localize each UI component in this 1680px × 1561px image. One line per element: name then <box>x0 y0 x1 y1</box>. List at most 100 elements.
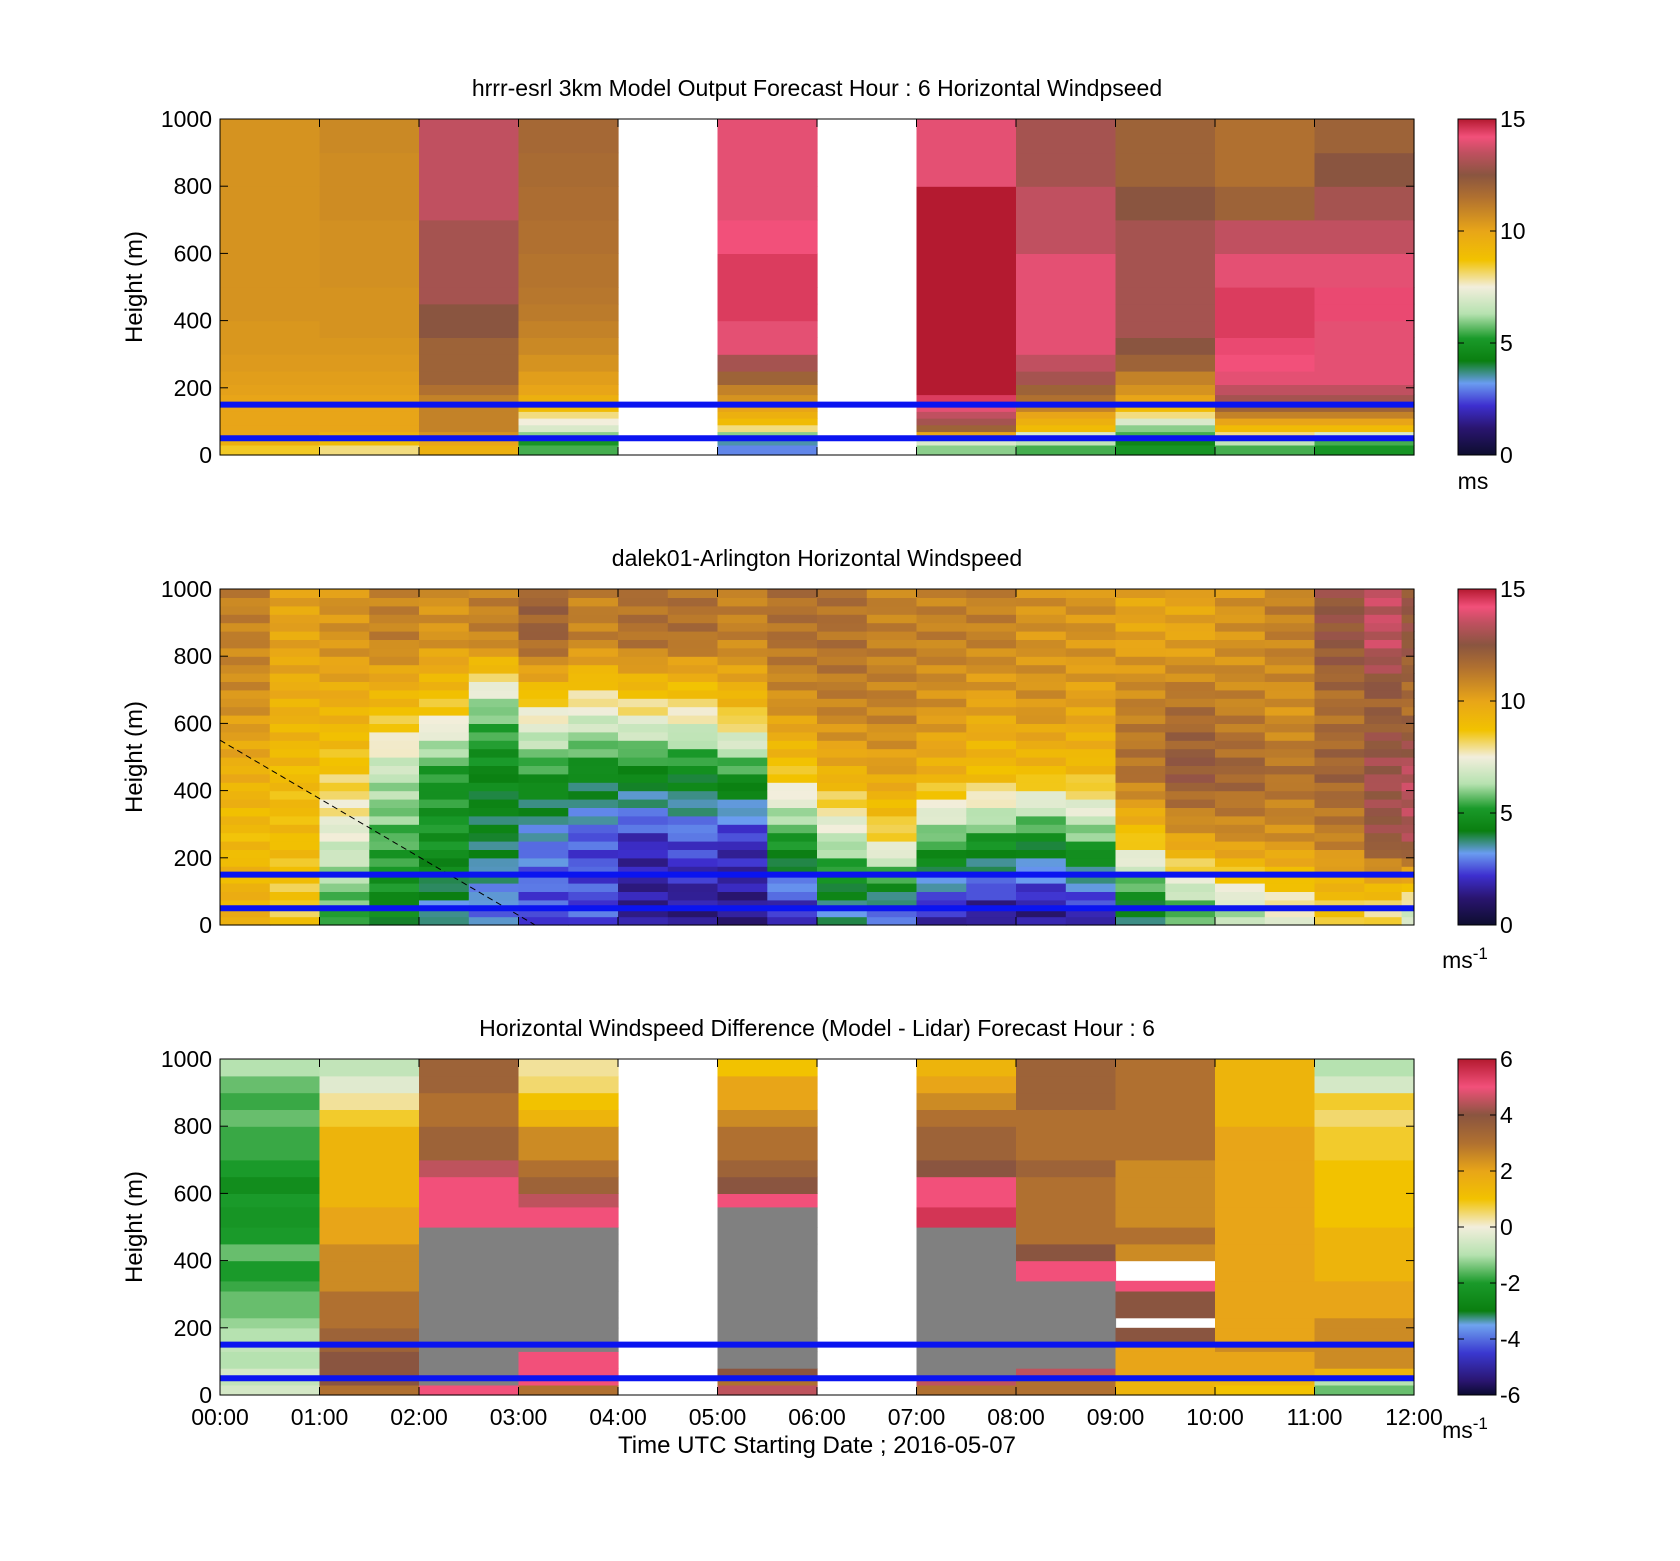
heatmap-cell <box>717 807 768 817</box>
heatmap-cell <box>1314 303 1415 322</box>
heatmap-cell <box>220 411 321 419</box>
heatmap-cell <box>220 757 271 766</box>
heatmap-cell <box>866 782 918 792</box>
heatmap-cell <box>518 799 569 808</box>
heatmap-cell <box>717 394 818 406</box>
heatmap-cell <box>220 424 321 433</box>
heatmap-cell <box>1016 799 1067 808</box>
heatmap-cell <box>1364 908 1403 918</box>
heatmap-cell <box>319 371 420 385</box>
colorbar-tick-label: -4 <box>1500 1326 1521 1352</box>
heatmap-cell <box>568 589 619 598</box>
panel-1-heatmap-cells <box>220 119 1415 456</box>
heatmap-cell <box>568 715 619 724</box>
heatmap-cell <box>269 773 321 783</box>
heatmap-cell <box>1215 857 1266 867</box>
heatmap-cell <box>618 647 669 657</box>
heatmap-cell <box>618 681 669 691</box>
heatmap-cell <box>518 782 569 792</box>
colorbar-tick-label: -6 <box>1500 1382 1520 1408</box>
heatmap-cell <box>419 731 470 741</box>
heatmap-cell <box>916 1368 1017 1379</box>
heatmap-cell <box>518 431 619 439</box>
heatmap-cell <box>1065 698 1117 708</box>
heatmap-cell <box>468 673 520 682</box>
heatmap-cell <box>1215 1317 1316 1329</box>
heatmap-cell <box>667 740 719 750</box>
heatmap-cell <box>767 656 818 666</box>
heatmap-cell <box>1115 841 1166 850</box>
heatmap-cell <box>618 891 669 901</box>
heatmap-cell <box>916 1126 1017 1161</box>
heatmap-cell <box>518 1075 619 1094</box>
heatmap-cell <box>1215 354 1316 372</box>
heatmap-cell <box>319 1327 420 1346</box>
heatmap-cell <box>717 1351 818 1369</box>
heatmap-cell <box>1264 908 1316 918</box>
heatmap-cell <box>419 384 520 396</box>
heatmap-cell <box>717 614 768 624</box>
heatmap-cell <box>1165 656 1216 666</box>
heatmap-cell <box>220 1260 321 1282</box>
heatmap-cell <box>618 622 669 632</box>
colorbar-tick-label: 2 <box>1500 1158 1513 1184</box>
heatmap-cell <box>916 723 967 733</box>
heatmap-cell <box>518 622 569 632</box>
heatmap-cell <box>1115 832 1166 842</box>
heatmap-cell <box>1314 354 1415 372</box>
heatmap-cell <box>866 799 918 808</box>
heatmap-cell <box>966 656 1017 666</box>
heatmap-cell <box>966 790 1017 800</box>
heatmap-cell <box>1016 849 1067 859</box>
heatmap-cell <box>866 857 918 867</box>
heatmap-cell <box>319 119 420 154</box>
heatmap-cell <box>916 883 967 892</box>
heatmap-cell <box>1364 841 1403 850</box>
heatmap-cell <box>419 1290 520 1319</box>
heatmap-cell <box>518 664 569 674</box>
heatmap-cell <box>667 647 719 657</box>
heatmap-cell <box>220 1075 321 1094</box>
panel-lidar: dalek01-Arlington Horizontal Windspeed 0… <box>121 545 1526 973</box>
heatmap-cell <box>369 782 420 792</box>
heatmap-cell <box>1314 1260 1415 1282</box>
heatmap-cell <box>866 605 918 615</box>
x-tick-label: 00:00 <box>191 1404 249 1430</box>
heatmap-cell <box>518 706 569 716</box>
heatmap-cell <box>269 673 321 682</box>
panel-3-y-ticks: 0 200 400 600 800 1000 <box>161 1046 1414 1408</box>
heatmap-cell <box>568 832 619 842</box>
heatmap-cell <box>419 673 470 682</box>
heatmap-cell <box>1215 1368 1316 1379</box>
heatmap-cell <box>1016 841 1067 850</box>
heatmap-cell <box>220 916 271 926</box>
heatmap-cell <box>1364 866 1403 876</box>
heatmap-cell <box>767 874 818 884</box>
heatmap-cell <box>1314 639 1365 649</box>
heatmap-cell <box>916 1384 1017 1396</box>
heatmap-cell <box>717 1109 818 1127</box>
heatmap-cell <box>419 832 470 842</box>
heatmap-cell <box>1401 832 1415 842</box>
heatmap-cell <box>1264 799 1316 808</box>
heatmap-cell <box>1264 899 1316 909</box>
heatmap-cell <box>866 891 918 901</box>
heatmap-cell <box>1314 219 1415 254</box>
heatmap-cell <box>618 597 669 607</box>
heatmap-cell <box>220 723 271 733</box>
heatmap-cell <box>419 1317 520 1329</box>
heatmap-cell <box>269 639 321 649</box>
heatmap-cell <box>319 807 370 817</box>
heatmap-cell <box>568 773 619 783</box>
heatmap-cell <box>1314 731 1365 741</box>
heatmap-cell <box>1215 748 1266 758</box>
heatmap-cell <box>1314 1159 1415 1178</box>
heatmap-cell <box>916 748 967 758</box>
colorbar-tick-label: 0 <box>1500 442 1513 468</box>
heatmap-cell <box>1165 908 1216 918</box>
heatmap-cell <box>1016 320 1117 338</box>
heatmap-cell <box>1215 1126 1316 1161</box>
heatmap-cell <box>518 656 569 666</box>
heatmap-cell <box>1115 698 1166 708</box>
heatmap-cell <box>1016 807 1067 817</box>
